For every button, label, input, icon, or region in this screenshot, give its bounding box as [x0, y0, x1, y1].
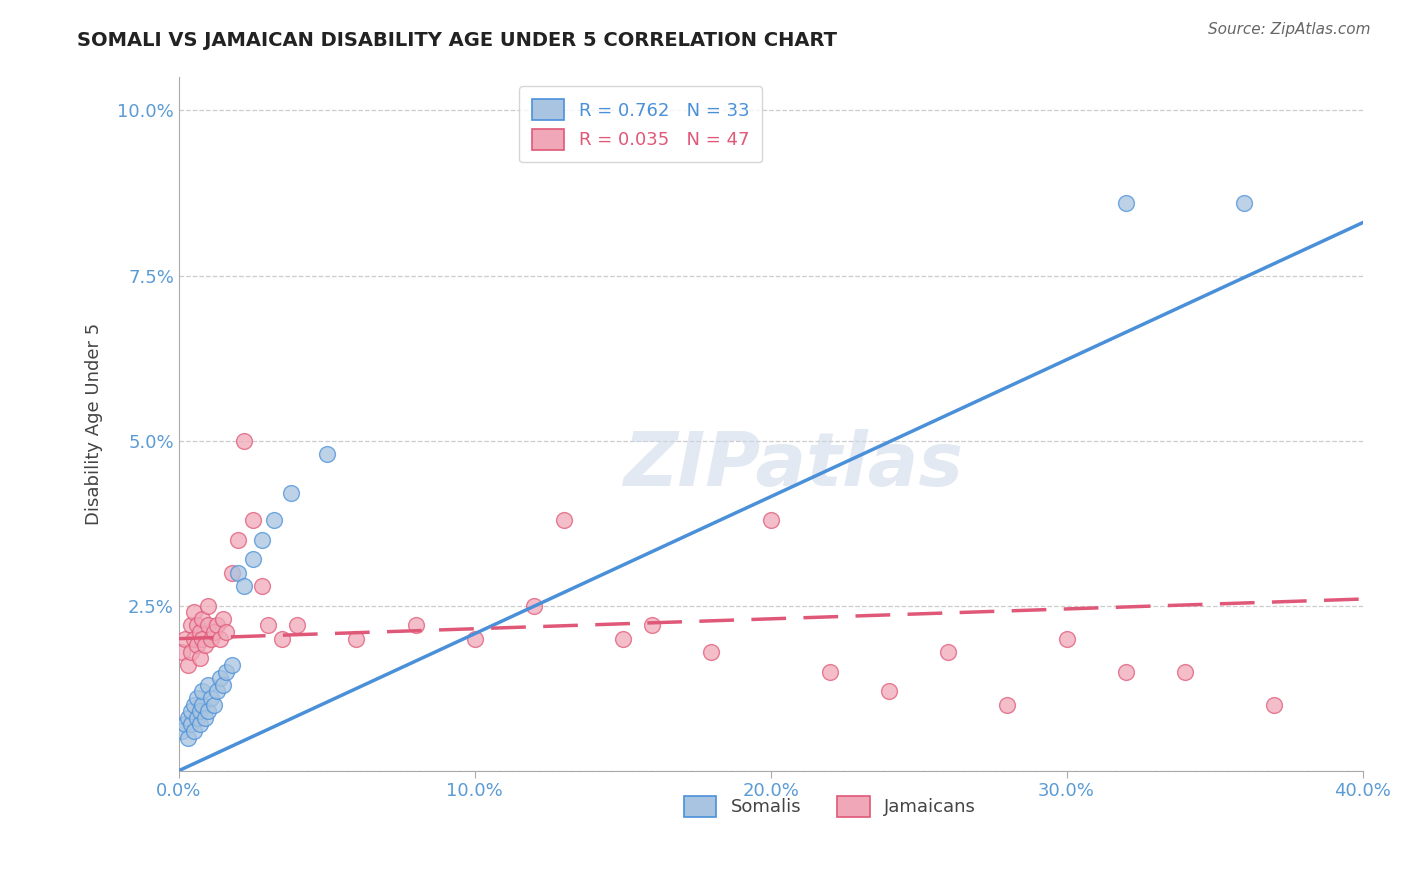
Point — [1233, 195, 1256, 210]
Point — [170, 645, 193, 659]
Point — [197, 704, 219, 718]
Point — [759, 513, 782, 527]
Text: Source: ZipAtlas.com: Source: ZipAtlas.com — [1208, 22, 1371, 37]
Point — [186, 638, 208, 652]
Point — [256, 618, 278, 632]
Point — [215, 625, 238, 640]
Point — [188, 717, 211, 731]
Point — [202, 698, 225, 712]
Point — [1056, 632, 1078, 646]
Point — [183, 632, 205, 646]
Point — [221, 566, 243, 580]
Point — [997, 698, 1019, 712]
Point — [242, 552, 264, 566]
Point — [226, 566, 249, 580]
Point — [197, 678, 219, 692]
Point — [207, 684, 229, 698]
Point — [553, 513, 575, 527]
Point — [280, 486, 302, 500]
Point — [197, 618, 219, 632]
Point — [194, 711, 217, 725]
Point — [523, 599, 546, 613]
Point — [271, 632, 294, 646]
Point — [200, 691, 222, 706]
Text: ZIPatlas: ZIPatlas — [624, 429, 965, 502]
Point — [405, 618, 427, 632]
Point — [180, 618, 202, 632]
Y-axis label: Disability Age Under 5: Disability Age Under 5 — [86, 323, 103, 525]
Point — [191, 632, 214, 646]
Point — [641, 618, 664, 632]
Point — [464, 632, 486, 646]
Point — [212, 678, 235, 692]
Point — [183, 605, 205, 619]
Point — [1263, 698, 1285, 712]
Point — [250, 579, 273, 593]
Point — [285, 618, 308, 632]
Point — [194, 638, 217, 652]
Point — [173, 717, 195, 731]
Point — [250, 533, 273, 547]
Point — [700, 645, 723, 659]
Point — [263, 513, 285, 527]
Legend: Somalis, Jamaicans: Somalis, Jamaicans — [676, 789, 983, 824]
Point — [188, 704, 211, 718]
Point — [1115, 665, 1137, 679]
Point — [173, 632, 195, 646]
Point — [180, 645, 202, 659]
Point — [209, 632, 232, 646]
Point — [176, 711, 198, 725]
Point — [226, 533, 249, 547]
Point — [936, 645, 959, 659]
Point — [202, 625, 225, 640]
Point — [186, 618, 208, 632]
Point — [191, 698, 214, 712]
Point — [209, 671, 232, 685]
Point — [212, 612, 235, 626]
Point — [183, 724, 205, 739]
Point — [215, 665, 238, 679]
Point — [1174, 665, 1197, 679]
Point — [197, 599, 219, 613]
Point — [1115, 195, 1137, 210]
Point — [232, 579, 254, 593]
Point — [200, 632, 222, 646]
Point — [207, 618, 229, 632]
Point — [221, 658, 243, 673]
Point — [180, 717, 202, 731]
Point — [242, 513, 264, 527]
Point — [232, 434, 254, 448]
Point — [191, 612, 214, 626]
Point — [315, 447, 337, 461]
Point — [191, 684, 214, 698]
Point — [176, 658, 198, 673]
Point — [180, 704, 202, 718]
Point — [188, 625, 211, 640]
Point — [188, 651, 211, 665]
Point — [170, 724, 193, 739]
Point — [186, 711, 208, 725]
Point — [183, 698, 205, 712]
Point — [818, 665, 841, 679]
Point — [176, 731, 198, 745]
Text: SOMALI VS JAMAICAN DISABILITY AGE UNDER 5 CORRELATION CHART: SOMALI VS JAMAICAN DISABILITY AGE UNDER … — [77, 31, 838, 50]
Point — [612, 632, 634, 646]
Point — [186, 691, 208, 706]
Point — [877, 684, 900, 698]
Point — [344, 632, 367, 646]
